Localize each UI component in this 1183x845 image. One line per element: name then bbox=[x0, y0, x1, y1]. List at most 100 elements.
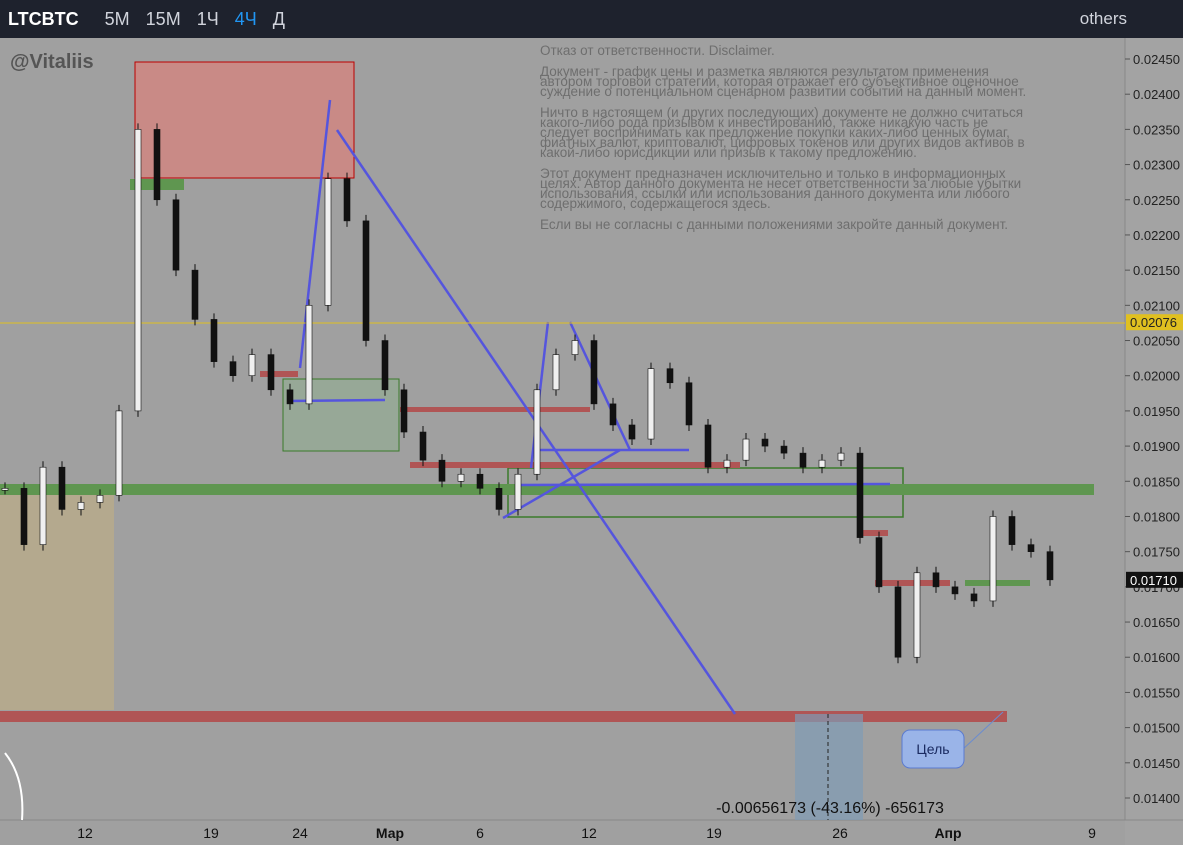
watermark: @Vitaliis bbox=[10, 51, 94, 73]
candle bbox=[704, 424, 712, 468]
candle bbox=[1027, 544, 1035, 552]
price-label: 0.01650 bbox=[1133, 615, 1180, 630]
candle bbox=[39, 466, 47, 545]
layout-menu[interactable]: others bbox=[1079, 9, 1127, 28]
candle bbox=[666, 368, 674, 384]
candle bbox=[267, 354, 275, 391]
price-label: 0.01750 bbox=[1133, 545, 1180, 560]
price-label: 0.01850 bbox=[1133, 474, 1180, 489]
candle bbox=[913, 572, 921, 658]
interval[interactable]: 4Ч bbox=[234, 8, 257, 29]
level bbox=[0, 484, 1094, 495]
candle bbox=[856, 452, 864, 538]
candle bbox=[514, 473, 522, 510]
candle bbox=[590, 340, 598, 405]
callout-text: Цель bbox=[916, 741, 949, 757]
level bbox=[875, 580, 950, 586]
candle bbox=[894, 586, 902, 658]
price-label: 0.02300 bbox=[1133, 158, 1180, 173]
chart: Цель -0.00656173 (-43.16%) -656173 @Vita… bbox=[0, 38, 1183, 845]
candle bbox=[96, 495, 104, 503]
disclaimer-line: Этот документ предназначен исключительно… bbox=[540, 166, 1006, 181]
candle bbox=[248, 354, 256, 377]
candle bbox=[495, 488, 503, 510]
candle bbox=[286, 389, 294, 405]
candle bbox=[229, 361, 237, 377]
interval[interactable]: 5M bbox=[104, 8, 130, 29]
price-marker bbox=[1126, 314, 1183, 331]
price-label: 0.02450 bbox=[1133, 52, 1180, 67]
candle bbox=[362, 220, 370, 341]
callout bbox=[901, 729, 965, 769]
disclaimer-line: какой-либо юрисдикции или призыв к таком… bbox=[540, 145, 917, 160]
time-label: 12 bbox=[581, 825, 597, 841]
candle bbox=[552, 354, 560, 391]
candle bbox=[210, 319, 218, 362]
disclaimer-line: Ничто в настоящем (и других последующих)… bbox=[540, 105, 1023, 120]
candle bbox=[571, 340, 579, 355]
candle bbox=[837, 452, 845, 461]
measurement: -0.00656173 (-43.16%) -656173 bbox=[716, 800, 944, 817]
measure-box bbox=[795, 714, 863, 820]
price-label: 0.02150 bbox=[1133, 263, 1180, 278]
candle bbox=[1008, 516, 1016, 545]
price-label: 0.02250 bbox=[1133, 193, 1180, 208]
price-label: 0.02050 bbox=[1133, 334, 1180, 349]
candle bbox=[1046, 551, 1054, 581]
time-label: 24 bbox=[292, 825, 308, 841]
zone bbox=[134, 61, 355, 179]
disclaimer-line: фиатных валют, криптовалют, цифровых ток… bbox=[540, 135, 1025, 150]
disclaimer-line: суждение о потенциальном сценарном разви… bbox=[540, 84, 1026, 99]
price-label: 0.02400 bbox=[1133, 87, 1180, 102]
intervals: 5M 15M 1Ч 4Ч Д bbox=[97, 9, 293, 30]
candle bbox=[932, 572, 940, 588]
candle bbox=[305, 305, 313, 405]
price-label: 0.01450 bbox=[1133, 756, 1180, 771]
candle bbox=[457, 473, 465, 482]
level bbox=[400, 407, 590, 412]
disclaimer-line: Если вы не согласны с данными положениям… bbox=[540, 217, 1008, 232]
interval[interactable]: 15M bbox=[145, 8, 181, 29]
toolbar: LTCBTC 5M 15M 1Ч 4Ч Д others bbox=[0, 0, 1183, 38]
candle bbox=[115, 410, 123, 496]
price-label: 0.02200 bbox=[1133, 228, 1180, 243]
callout-line bbox=[961, 711, 1004, 751]
candle bbox=[20, 488, 28, 545]
disclaimer-line: использования, ссылки или использования … bbox=[540, 186, 1010, 201]
candle bbox=[476, 473, 484, 489]
candle bbox=[419, 431, 427, 461]
price-label: 0.01900 bbox=[1133, 439, 1180, 454]
candle bbox=[780, 445, 788, 454]
price-label: 0.02100 bbox=[1133, 298, 1180, 313]
interval[interactable]: 1Ч bbox=[196, 8, 219, 29]
candle bbox=[533, 389, 541, 475]
price-marker-label: 0.01710 bbox=[1130, 573, 1177, 588]
zone bbox=[0, 488, 114, 710]
disclaimer-line: следует воспринимать как предложение пок… bbox=[540, 125, 1010, 140]
level bbox=[260, 371, 298, 377]
candle bbox=[742, 438, 750, 461]
scribble bbox=[4, 752, 24, 821]
price-marker bbox=[1126, 571, 1183, 588]
price-label: 0.01800 bbox=[1133, 509, 1180, 524]
symbol[interactable]: LTCBTC bbox=[8, 8, 79, 29]
candle bbox=[875, 537, 883, 588]
zone bbox=[282, 378, 400, 452]
price-label: 0.01950 bbox=[1133, 404, 1180, 419]
time-label: 19 bbox=[706, 825, 722, 841]
level bbox=[965, 580, 1030, 586]
candle bbox=[400, 389, 408, 433]
candle bbox=[685, 382, 693, 426]
interval[interactable]: Д bbox=[272, 8, 285, 29]
candle bbox=[58, 466, 66, 510]
candle bbox=[1, 488, 9, 491]
candle bbox=[818, 459, 826, 468]
disclaimer-line: автором торговой стратегии, которая отра… bbox=[540, 74, 1019, 89]
disclaimer-line: целях. Автор данного документа не несет … bbox=[540, 176, 1021, 191]
candle bbox=[628, 424, 636, 440]
level bbox=[410, 462, 740, 468]
candle bbox=[970, 593, 978, 602]
time-label: 26 bbox=[832, 825, 848, 841]
candle bbox=[989, 516, 997, 602]
candle bbox=[723, 459, 731, 468]
